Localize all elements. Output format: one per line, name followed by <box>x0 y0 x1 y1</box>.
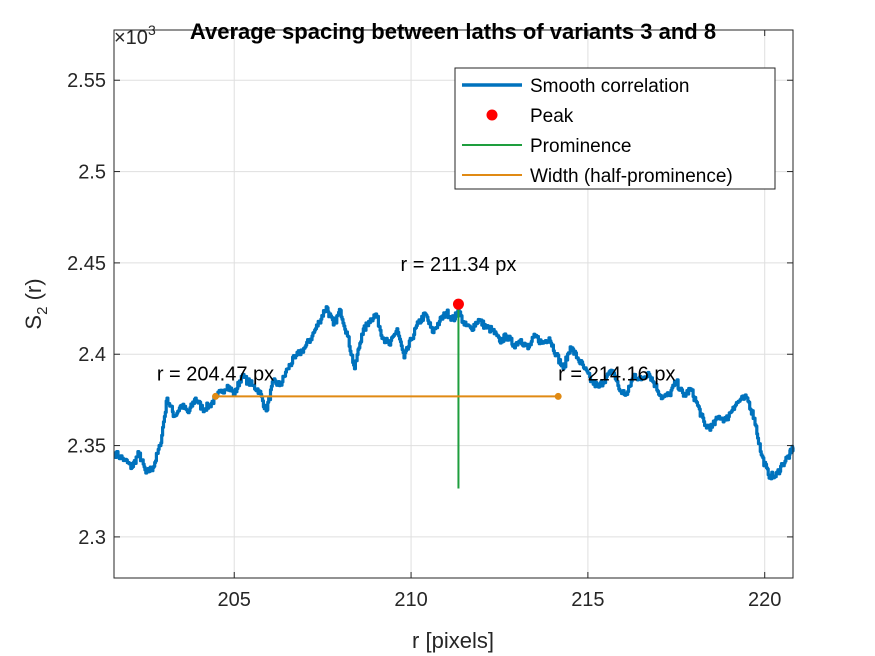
y-tick-label: 2.4 <box>78 344 106 366</box>
y-exponent-power: 3 <box>148 22 156 38</box>
chart-title: Average spacing between laths of variant… <box>190 19 716 44</box>
y-tick-label: 2.45 <box>67 253 106 275</box>
legend-swatch-peak <box>486 109 498 121</box>
y-exponent-label: ×103 <box>114 22 156 49</box>
legend-items: Smooth correlation Peak Prominence Width (h… <box>462 76 733 187</box>
x-tick-label: 210 <box>394 589 427 611</box>
series-layer <box>113 305 795 481</box>
y-tick-label: 2.35 <box>67 436 106 458</box>
annotation-peak_label: r = 211.34 px <box>401 254 517 276</box>
y-tick-label: 2.5 <box>78 162 106 184</box>
x-axis-label: r [pixels] <box>412 628 494 653</box>
legend: Smooth correlation Peak Prominence Width (h… <box>454 67 776 190</box>
legend-label-smooth: Smooth correlation <box>530 76 689 97</box>
legend-box <box>454 67 776 190</box>
tick-layer: 205 210 215 220 2.3 2.35 2.4 2.45 2.5 2.55 <box>67 30 793 611</box>
peak-marker <box>452 298 464 310</box>
legend-label-prominence: Prominence <box>530 136 631 157</box>
plot-area <box>113 29 794 579</box>
y-axis-label-main: S <box>21 315 46 330</box>
x-tick-label: 205 <box>218 589 251 611</box>
x-tick-label: 220 <box>748 589 781 611</box>
width-left-marker <box>211 392 219 400</box>
y-tick-label: 2.55 <box>67 70 106 92</box>
y-tick-label: 2.3 <box>78 527 106 549</box>
y-axis-label-tail: (r) <box>21 278 46 306</box>
y-axis-label-sub: 2 <box>34 307 51 315</box>
annotation-right_label: r = 214.16 px <box>558 364 675 386</box>
y-axis-label: S2 (r) <box>21 278 51 329</box>
width-right-marker <box>554 392 562 400</box>
series-smooth-correlation <box>113 305 795 481</box>
overlay-layer <box>211 298 562 489</box>
annotation-left_label: r = 204.47 px <box>157 364 274 386</box>
legend-label-peak: Peak <box>530 106 574 127</box>
annotation-layer: r = 211.34 px r = 204.47 px r = 214.16 px <box>157 254 676 386</box>
x-tick-label: 215 <box>571 589 604 611</box>
legend-label-width: Width (half-prominence) <box>530 166 733 187</box>
y-exponent-base: ×10 <box>114 27 148 49</box>
